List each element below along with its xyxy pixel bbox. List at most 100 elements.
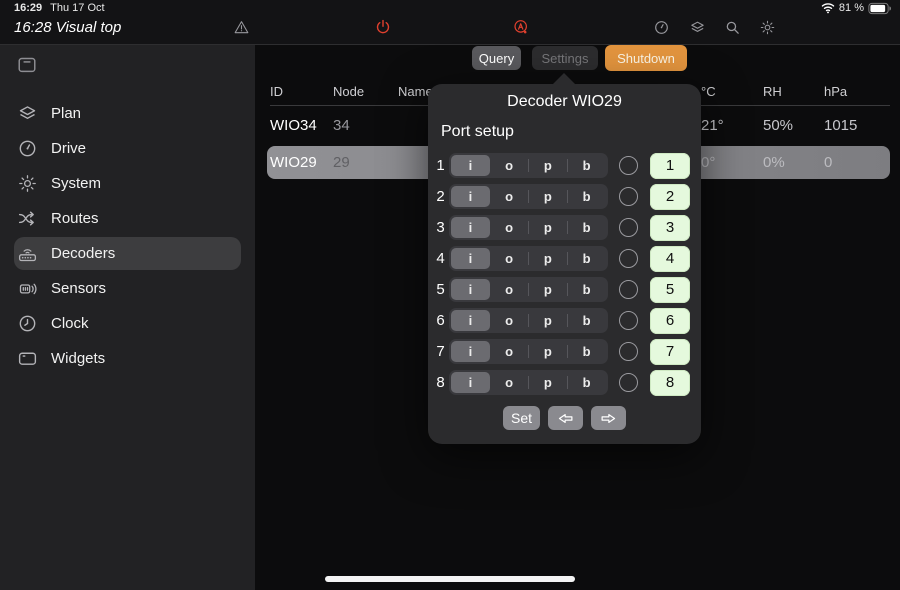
port-mode-segment-b[interactable]: b (566, 155, 606, 176)
port-mode-segment-o[interactable]: o (505, 189, 514, 204)
port-state-radio[interactable] (619, 249, 638, 268)
gear-icon[interactable] (759, 19, 776, 36)
port-test-button[interactable]: 5 (650, 276, 690, 303)
port-test-button[interactable]: 6 (650, 307, 690, 334)
port-mode-segment-b[interactable]: b (566, 341, 606, 362)
port-mode-segment-p[interactable]: p (528, 217, 568, 238)
arrow-left-icon (557, 411, 574, 426)
port-test-button[interactable]: 2 (650, 183, 690, 210)
router-icon (17, 243, 38, 264)
port-state-radio[interactable] (619, 218, 638, 237)
cell-rh: 50% (763, 117, 794, 134)
sidebar-item-clock[interactable]: Clock (0, 306, 255, 341)
wifi-icon (821, 2, 835, 14)
port-mode-segment-b[interactable]: b (566, 310, 606, 331)
port-mode-segment-b[interactable]: b (566, 217, 606, 238)
header-id: ID (270, 84, 283, 99)
port-mode-segment-o[interactable]: o (505, 282, 514, 297)
port-mode-segment-p[interactable]: p (528, 341, 568, 362)
port-number: 6 (436, 312, 445, 329)
port-mode-segment-o[interactable]: o (505, 158, 514, 173)
sidebar-item-routes[interactable]: Routes (0, 201, 255, 236)
port-test-button[interactable]: 7 (650, 338, 690, 365)
port-state-radio[interactable] (619, 187, 638, 206)
warning-icon[interactable] (233, 19, 250, 35)
port-mode-segment-p[interactable]: p (528, 186, 568, 207)
port-mode-segment-i[interactable]: i (451, 372, 490, 393)
query-button[interactable]: Query (472, 46, 521, 70)
port-mode-segment-i[interactable]: i (451, 248, 490, 269)
port-mode-segment-p[interactable]: p (528, 155, 568, 176)
port-mode-segment-i[interactable]: i (451, 186, 490, 207)
port-state-radio[interactable] (619, 280, 638, 299)
port-mode-segment-i[interactable]: i (451, 310, 490, 331)
port-test-button[interactable]: 4 (650, 245, 690, 272)
port-mode-segment-p[interactable]: p (528, 248, 568, 269)
port-mode-segment-i[interactable]: i (451, 217, 490, 238)
sidebar-list: Plan Drive System Routes Decoders Sensors Cloc… (0, 96, 255, 376)
next-port-bank-button[interactable] (591, 406, 626, 430)
gauge-icon[interactable] (653, 19, 670, 36)
port-number: 5 (436, 281, 445, 298)
port-number: 1 (436, 157, 445, 174)
sidebar-item-widgets[interactable]: Widgets (0, 341, 255, 376)
port-mode-segment-b[interactable]: b (566, 279, 606, 300)
cell-hpa: 1015 (824, 117, 858, 134)
port-number: 8 (436, 374, 445, 391)
port-test-button[interactable]: 8 (650, 369, 690, 396)
status-bar-right: 81 % (821, 1, 892, 15)
top-bar: 16:29 Thu 17 Oct 81 % 16:28 Visual top (0, 0, 900, 45)
header-name: Name (398, 84, 433, 99)
table-row-wio34[interactable]: WIO34 34 21° 50% 1015 (255, 108, 900, 144)
sidebar-selection-highlight (14, 272, 241, 305)
power-icon[interactable] (374, 18, 392, 36)
port-mode-segment-b[interactable]: b (566, 248, 606, 269)
port-test-button[interactable]: 1 (650, 152, 690, 179)
port-mode-segment-o[interactable]: o (505, 375, 514, 390)
sidebar-item-sensors[interactable]: Sensors (0, 271, 255, 306)
prev-port-bank-button[interactable] (548, 406, 583, 430)
port-state-radio[interactable] (619, 311, 638, 330)
arrow-right-icon (600, 411, 617, 426)
port-number: 7 (436, 343, 445, 360)
page-title: 16:28 Visual top (14, 19, 122, 36)
port-number: 3 (436, 219, 445, 236)
cell-temp: 21° (701, 117, 724, 134)
port-test-button[interactable]: 3 (650, 214, 690, 241)
port-mode-segment-i[interactable]: i (451, 279, 490, 300)
cell-id: WIO34 (270, 117, 317, 134)
sidebar-toggle-icon[interactable] (16, 55, 38, 74)
port-mode-segment-b[interactable]: b (566, 186, 606, 207)
home-indicator[interactable] (325, 576, 575, 582)
auto-mode-icon[interactable] (512, 18, 530, 36)
port-mode-segment-p[interactable]: p (528, 310, 568, 331)
port-mode-segment-o[interactable]: o (505, 251, 514, 266)
port-mode-segment-o[interactable]: o (505, 220, 514, 235)
port-mode-segment-o[interactable]: o (505, 313, 514, 328)
port-mode-segment-o[interactable]: o (505, 344, 514, 359)
port-mode-segment-p[interactable]: p (528, 372, 568, 393)
shutdown-button[interactable]: Shutdown (605, 45, 687, 71)
sidebar-item-decoders[interactable]: Decoders (0, 236, 255, 271)
port-mode-segment-b[interactable]: b (566, 372, 606, 393)
port-mode-segment-p[interactable]: p (528, 279, 568, 300)
port-mode-segment-i[interactable]: i (451, 155, 490, 176)
sidebar-item-plan[interactable]: Plan (0, 96, 255, 131)
sidebar: Plan Drive System Routes Decoders Sensors Cloc… (0, 45, 255, 590)
settings-button[interactable]: Settings (532, 46, 598, 70)
sidebar-item-system[interactable]: System (0, 166, 255, 201)
search-icon[interactable] (724, 19, 741, 36)
port-state-radio[interactable] (619, 373, 638, 392)
set-button[interactable]: Set (503, 406, 540, 430)
sidebar-item-drive[interactable]: Drive (0, 131, 255, 166)
port-mode-segment-i[interactable]: i (451, 341, 490, 362)
port-state-radio[interactable] (619, 156, 638, 175)
layers-icon[interactable] (689, 19, 706, 36)
port-state-radio[interactable] (619, 342, 638, 361)
